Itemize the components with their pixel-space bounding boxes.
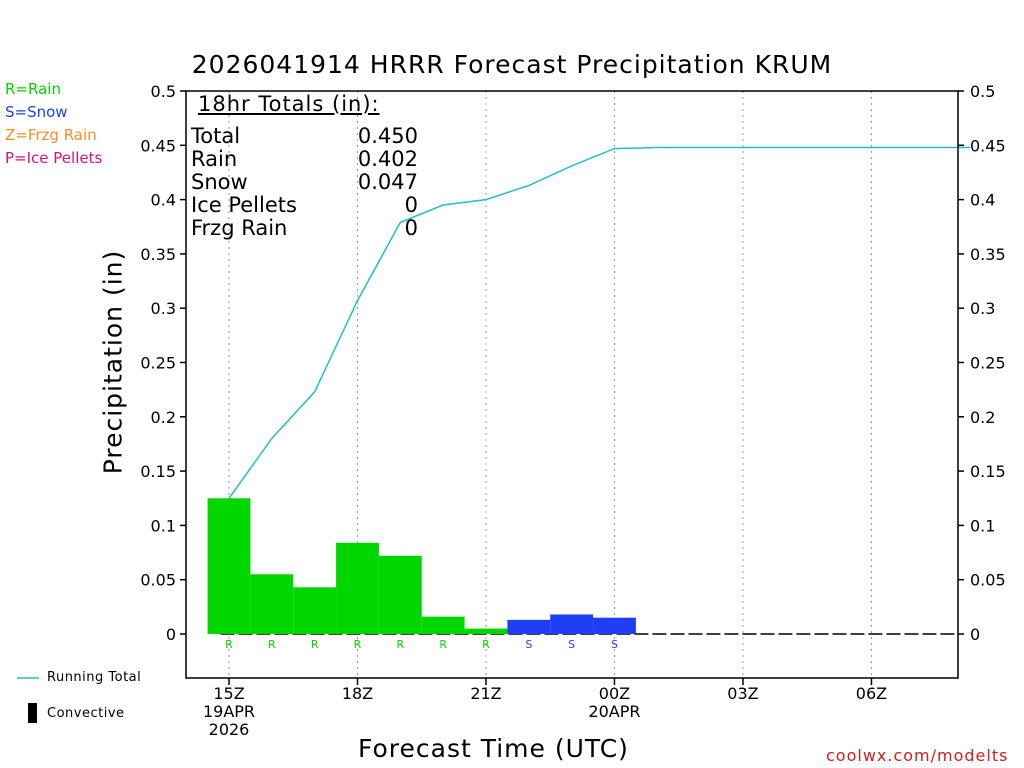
- bar-hour-18: [336, 542, 379, 634]
- totals-freezing-rain-value: 0: [404, 216, 418, 240]
- bar-hour-23: [550, 614, 594, 634]
- totals-rain-value: 0.402: [357, 147, 418, 171]
- y-tick-label-right-8: 0.4: [970, 191, 995, 210]
- bar-hour-16: [250, 574, 294, 634]
- bar-type-label-hour-19: R: [396, 638, 404, 651]
- bar-hour-24: [593, 617, 636, 634]
- x-tick-label-18z-0: 18Z: [342, 684, 373, 703]
- running-total-line: [228, 146, 970, 499]
- legend-rain: R=Rain: [5, 80, 61, 98]
- running-total-layer: [228, 146, 970, 499]
- y-tick-label-left-1: 0.05: [140, 571, 176, 590]
- bars-layer: [207, 498, 636, 634]
- bar-type-label-hour-21: R: [482, 638, 490, 651]
- totals-header: 18hr Totals (in):: [198, 92, 380, 116]
- y-tick-label-left-7: 0.35: [140, 245, 176, 264]
- y-tick-label-right-7: 0.35: [970, 245, 1006, 264]
- x-tick-label-00z-1: 20APR: [588, 702, 640, 721]
- y-tick-label-right-9: 0.45: [970, 136, 1006, 155]
- y-tick-label-right-2: 0.1: [970, 516, 995, 535]
- x-tick-label-03z-0: 03Z: [727, 684, 758, 703]
- bar-hour-21: [464, 628, 508, 634]
- totals-snow-value: 0.047: [357, 170, 418, 194]
- x-tick-label-21z-0: 21Z: [470, 684, 501, 703]
- bar-type-label-hour-20: R: [439, 638, 447, 651]
- y-tick-label-right-0: 0: [970, 625, 980, 644]
- totals-ice-pellets-label: Ice Pellets: [191, 193, 297, 217]
- totals-snow-label: Snow: [191, 170, 248, 194]
- y-tick-label-right-1: 0.05: [970, 571, 1006, 590]
- y-tick-label-right-10: 0.5: [970, 82, 995, 101]
- legend-snow: S=Snow: [5, 103, 68, 121]
- convective-legend-label: Convective: [47, 706, 125, 721]
- bar-type-label-hour-24: S: [611, 638, 618, 651]
- bar-hour-17: [293, 587, 337, 634]
- x-axis-label: Forecast Time (UTC): [358, 734, 629, 763]
- bar-hour-19: [378, 555, 422, 634]
- legend-freezing-rain: Z=Frzg Rain: [5, 126, 97, 144]
- x-tick-label-15z-2: 2026: [209, 720, 250, 739]
- totals-freezing-rain-label: Frzg Rain: [191, 216, 288, 240]
- y-tick-label-right-3: 0.15: [970, 462, 1006, 481]
- chart-title: 2026041914 HRRR Forecast Precipitation K…: [191, 50, 833, 79]
- running-total-legend-label: Running Total: [47, 670, 142, 685]
- axes: [180, 90, 964, 685]
- y-tick-label-right-6: 0.3: [970, 299, 995, 318]
- y-tick-label-left-4: 0.2: [151, 408, 176, 427]
- running-total-legend-swatch: [17, 677, 39, 679]
- bar-type-label-hour-15: R: [225, 638, 233, 651]
- site-credit: coolwx.com/modelts: [826, 746, 1009, 765]
- y-tick-label-right-4: 0.2: [970, 408, 995, 427]
- x-tick-label-15z-0: 15Z: [213, 684, 244, 703]
- y-tick-label-right-5: 0.25: [970, 354, 1006, 373]
- x-tick-label-15z-1: 19APR: [203, 702, 255, 721]
- y-tick-label-left-10: 0.5: [151, 82, 176, 101]
- y-tick-label-left-8: 0.4: [151, 191, 176, 210]
- totals-ice-pellets-value: 0: [404, 193, 418, 217]
- bar-type-label-hour-17: R: [311, 638, 319, 651]
- bar-hour-22: [507, 619, 551, 634]
- bar-hour-15: [207, 498, 251, 634]
- x-tick-label-06z-0: 06Z: [856, 684, 887, 703]
- y-tick-label-left-5: 0.25: [140, 354, 176, 373]
- y-tick-label-left-0: 0: [166, 625, 176, 644]
- totals-total-label: Total: [191, 124, 241, 148]
- y-tick-label-left-3: 0.15: [140, 462, 176, 481]
- totals-rain-label: Rain: [191, 147, 238, 171]
- bar-type-label-hour-16: R: [268, 638, 276, 651]
- y-axis-label: Precipitation (in): [98, 249, 128, 475]
- plot-frame: [185, 90, 959, 679]
- y-tick-label-left-9: 0.45: [140, 136, 176, 155]
- bar-type-label-hour-18: R: [354, 638, 362, 651]
- convective-legend-swatch: [28, 703, 37, 723]
- y-tick-label-left-6: 0.3: [151, 299, 176, 318]
- bar-type-label-hour-23: S: [568, 638, 575, 651]
- bar-type-label-hour-22: S: [525, 638, 532, 651]
- tick-labels: R R R R R R R S S S0 00.05 0.050.1 0.10.15 0.150.2 0.2…: [140, 82, 1005, 739]
- legend-ice-pellets: P=Ice Pellets: [5, 149, 103, 167]
- bar-hour-20: [421, 616, 465, 634]
- y-tick-label-left-2: 0.1: [151, 516, 176, 535]
- totals-total-value: 0.450: [357, 124, 418, 148]
- x-tick-label-00z-0: 00Z: [599, 684, 630, 703]
